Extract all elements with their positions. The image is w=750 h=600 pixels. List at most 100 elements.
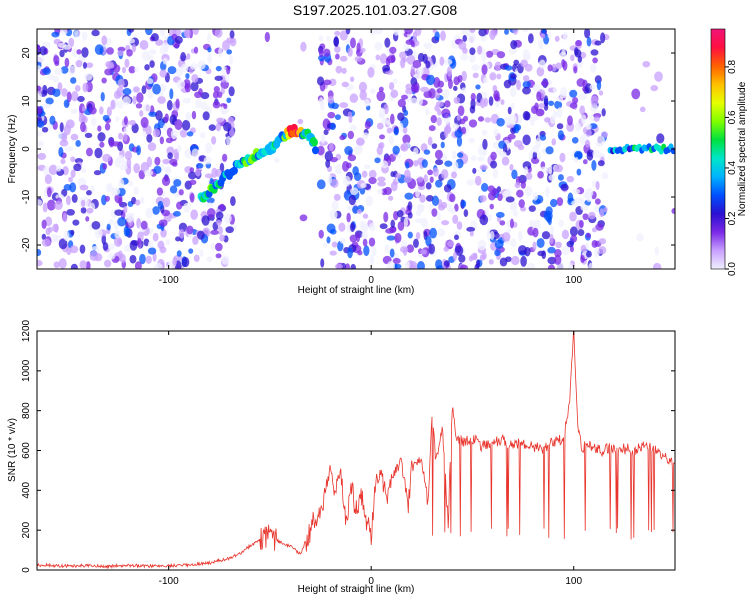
heatmap-cell — [159, 246, 167, 254]
heatmap-cell — [446, 240, 455, 248]
heatmap-cell — [570, 54, 575, 62]
heatmap-cell — [575, 39, 582, 47]
heatmap-cell — [551, 138, 557, 146]
heatmap-cell — [167, 152, 173, 160]
heatmap-cell — [348, 194, 356, 206]
heatmap-cell — [405, 83, 413, 90]
heatmap-cell — [541, 29, 546, 34]
heatmap-cell — [548, 174, 556, 181]
heatmap-cell — [339, 237, 346, 244]
heatmap-cell — [175, 67, 183, 77]
heatmap-cell — [423, 149, 431, 155]
heatmap-cell — [488, 259, 494, 265]
colorbar-label: Normalized spectral amplitude — [737, 81, 748, 216]
heatmap-cell — [124, 58, 130, 68]
heatmap-cell — [91, 220, 101, 230]
heatmap-cell — [129, 239, 138, 251]
heatmap-cell — [174, 119, 183, 131]
heatmap-cell — [350, 187, 359, 195]
heatmap-cell — [417, 97, 423, 106]
heatmap-cells — [37, 29, 675, 269]
heatmap-cell — [431, 208, 438, 217]
heatmap-cell — [529, 219, 535, 227]
heatmap-cell — [443, 184, 452, 193]
heatmap-cell — [117, 100, 124, 109]
heatmap-cell — [46, 187, 52, 198]
heatmap-cell — [580, 254, 585, 264]
heatmap-cell — [454, 234, 459, 241]
heatmap-cell — [52, 88, 61, 97]
heatmap-cell — [671, 208, 675, 214]
heatmap-cell — [358, 81, 368, 93]
heatmap-cell — [559, 152, 566, 163]
heatmap-cell — [311, 146, 319, 155]
heatmap-cell — [216, 91, 223, 98]
heatmap-cell — [389, 46, 397, 54]
heatmap-cell — [117, 154, 124, 164]
heatmap-cell — [297, 118, 304, 125]
heatmap-cell — [511, 169, 518, 180]
heatmap-cell — [195, 98, 202, 109]
heatmap-cell — [158, 219, 168, 227]
heatmap-cell — [101, 35, 108, 46]
heatmap-cell — [100, 92, 105, 102]
heatmap-cell — [189, 192, 195, 203]
heatmap-cell — [459, 264, 468, 269]
snr-x-tick-label: -100 — [159, 576, 179, 587]
heatmap-cell — [104, 122, 111, 131]
heatmap-cell — [544, 117, 551, 123]
heatmap-cell — [61, 132, 68, 143]
heatmap-cell — [532, 83, 541, 93]
heatmap-cell — [479, 214, 489, 226]
heatmap-cell — [385, 228, 395, 234]
heatmap-cell — [441, 108, 451, 119]
heatmap-cell — [173, 179, 182, 187]
heatmap-cell — [470, 155, 477, 161]
heatmap-cell — [576, 78, 585, 87]
heatmap-cell — [416, 261, 425, 269]
heatmap-cell — [318, 97, 324, 106]
heatmap-cell — [144, 64, 150, 71]
heatmap-cell — [556, 197, 564, 207]
heatmap-cell — [509, 164, 514, 171]
heatmap-cell — [59, 122, 64, 133]
heatmap-cell — [361, 170, 368, 178]
heatmap-cell — [573, 66, 578, 74]
heatmap-cell — [571, 200, 579, 207]
snr-x-tick-label: 100 — [565, 576, 582, 587]
heatmap-cell — [146, 87, 154, 99]
heatmap-cell — [322, 48, 331, 57]
heatmap-cell — [200, 101, 208, 111]
heatmap-cell — [554, 35, 560, 42]
heatmap-cell — [652, 262, 662, 269]
heatmap-cell — [69, 245, 79, 254]
heatmap-cell — [451, 123, 460, 130]
heatmap-cell — [150, 33, 159, 42]
heatmap-cell — [469, 47, 476, 56]
heatmap-cell — [386, 127, 393, 134]
snr-y-tick-label: 800 — [21, 402, 32, 419]
heatmap-cell — [639, 106, 646, 113]
heatmap-cell — [82, 61, 88, 69]
heatmap-cell — [207, 33, 212, 44]
heatmap-cell — [592, 57, 598, 64]
heatmap-cell — [228, 128, 235, 137]
heatmap-cell — [506, 228, 512, 234]
heatmap-cell — [389, 113, 395, 125]
heatmap-cell — [323, 129, 329, 136]
heatmap-cell — [379, 223, 388, 230]
heatmap-cell — [131, 43, 137, 53]
heatmap-cell — [89, 250, 99, 262]
heatmap-cell — [390, 219, 396, 228]
snr-y-tick-label: 1000 — [21, 359, 32, 382]
heatmap-cell — [490, 160, 498, 169]
heatmap-cell — [469, 52, 476, 64]
heatmap-cell — [179, 129, 188, 138]
heatmap-cell — [329, 209, 338, 220]
heatmap-cell — [571, 137, 579, 144]
heatmap-cell — [190, 209, 198, 220]
heatmap-cell — [108, 243, 116, 250]
snr-plot-area — [37, 331, 675, 570]
heatmap-cell — [63, 99, 70, 108]
heatmap-cell — [310, 138, 318, 147]
